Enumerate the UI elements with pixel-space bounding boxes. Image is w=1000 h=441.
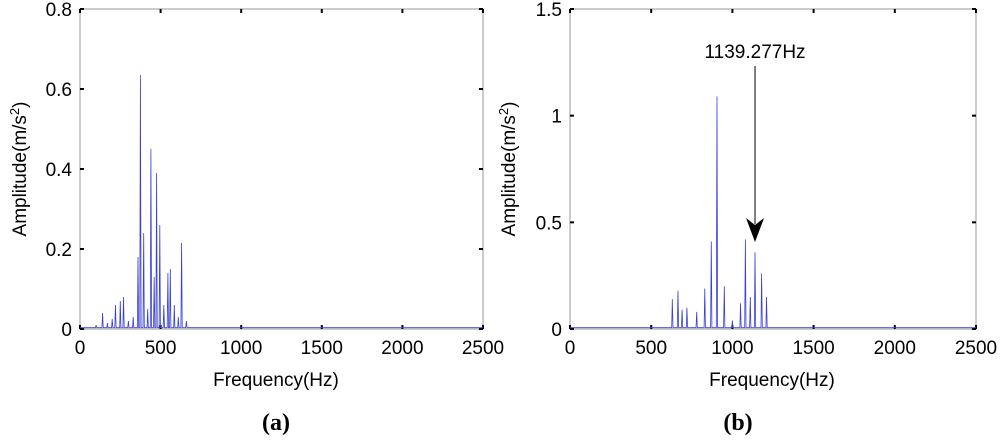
panel-a: 0 500 1000 1500 2000 2500 0 0.2 0.4 0.6 0.8 Frequ…	[7, 0, 505, 436]
x-tick-label: 2500	[462, 338, 504, 359]
plot-area-b	[569, 8, 977, 330]
y-tick-label: 0.4	[46, 160, 73, 181]
peak-annotation-arrowhead	[746, 218, 765, 242]
y-tick-label: 0	[551, 320, 562, 341]
peak-annotation-label: 1139.277Hz	[704, 42, 805, 63]
panel-label-a: (a)	[262, 410, 290, 436]
x-tick-label: 500	[145, 338, 177, 359]
y-axis-title-b: Amplitude(m/s2)	[496, 102, 521, 237]
y-tick-label: 1	[551, 107, 562, 128]
y-tick-label: 0.6	[46, 80, 72, 101]
x-axis-title-a: Frequency(Hz)	[213, 370, 339, 391]
x-ticks-b: 0 500 1000 1500 2000 2500	[565, 9, 997, 359]
y-axis-title-a: Amplitude(m/s2)	[7, 102, 32, 237]
x-tick-label: 2000	[874, 338, 916, 359]
y-tick-label: 0.5	[536, 213, 562, 234]
x-tick-label: 1000	[711, 338, 753, 359]
y-tick-label: 0.8	[46, 0, 72, 21]
x-tick-label: 1000	[220, 338, 262, 359]
spectrum-line-a	[80, 74, 483, 329]
x-tick-label: 0	[75, 338, 86, 359]
x-tick-label: 0	[565, 338, 576, 359]
x-tick-label: 1500	[792, 338, 834, 359]
y-ticks-b: 0 0.5 1 1.5	[536, 0, 976, 341]
spectrum-line-b	[570, 96, 976, 329]
plot-area-a	[79, 8, 484, 330]
x-tick-label: 2500	[955, 338, 997, 359]
x-tick-label: 500	[635, 338, 667, 359]
panel-b: 0 500 1000 1500 2000 2500 0 0.5 1 1.5 1139.277Hz…	[496, 0, 998, 436]
y-tick-label: 1.5	[536, 0, 562, 21]
x-tick-label: 2000	[381, 338, 423, 359]
y-ticks-a: 0 0.2 0.4 0.6 0.8	[46, 0, 483, 341]
y-tick-label: 0.2	[46, 240, 72, 261]
x-axis-title-b: Frequency(Hz)	[709, 370, 835, 391]
y-tick-label: 0	[61, 320, 72, 341]
panel-label-b: (b)	[723, 410, 752, 436]
x-tick-label: 1500	[301, 338, 343, 359]
x-ticks-a: 0 500 1000 1500 2000 2500	[75, 9, 504, 359]
peak-annotation: 1139.277Hz	[704, 42, 806, 242]
